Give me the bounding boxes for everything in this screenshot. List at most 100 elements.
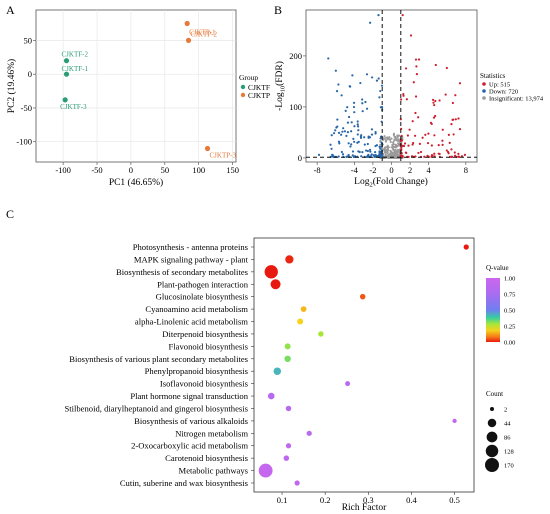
enrichment-bubbles bbox=[258, 244, 469, 486]
volcano-point-up bbox=[434, 99, 437, 103]
volcano-point-down bbox=[358, 150, 361, 154]
volcano-point-up bbox=[409, 34, 413, 37]
volcano-point-up bbox=[430, 144, 433, 147]
count-legend-bubble bbox=[489, 406, 495, 412]
volcano-point-down bbox=[379, 137, 382, 140]
category-label-glucosinolate-biosynthesis: Glucosinolate biosynthesis bbox=[156, 292, 249, 302]
bubble-cutin-suberine-and-wax-biosynthesis bbox=[294, 480, 300, 486]
volcano-point-up bbox=[399, 118, 402, 121]
volcano-point-down bbox=[335, 90, 339, 93]
volcano-point-down bbox=[356, 133, 359, 136]
volcano-x-ticks: -8 -4 -2 0 2 4 8 bbox=[314, 162, 468, 175]
enrichment-x-axis-label: Rich Factor bbox=[342, 503, 387, 513]
category-label-flavonoid-biosynthesis: Flavonoid biosynthesis bbox=[169, 341, 249, 351]
volcano-point-up bbox=[401, 14, 404, 17]
volcano-x-label-main: Log bbox=[354, 177, 370, 187]
volcano-point-insignificant bbox=[386, 138, 390, 141]
volcano-point-up bbox=[407, 144, 410, 147]
volcano-x-tick-label: -4 bbox=[351, 165, 359, 175]
volcano-point-insignificant bbox=[392, 151, 396, 154]
volcano-point-up bbox=[406, 134, 409, 137]
category-label-photosynthesis-antenna-proteins: Photosynthesis - antenna proteins bbox=[133, 242, 249, 252]
volcano-point-up bbox=[414, 58, 418, 61]
volcano-y-tick-label: 200 bbox=[289, 51, 302, 61]
volcano-y-tick-label: 0 bbox=[298, 153, 302, 163]
volcano-legend-swatch-up bbox=[482, 82, 486, 86]
qvalue-legend-title: Q-value bbox=[486, 264, 509, 272]
volcano-point-insignificant bbox=[388, 156, 391, 159]
volcano-point-down bbox=[349, 145, 352, 148]
volcano-point-down bbox=[334, 69, 337, 72]
volcano-point-up bbox=[404, 67, 408, 70]
count-legend-bubble bbox=[485, 444, 499, 458]
volcano-point-insignificant bbox=[392, 141, 395, 144]
volcano-point-up bbox=[434, 114, 437, 118]
pca-point-cjktf-1 bbox=[63, 71, 70, 77]
volcano-y-axis-label: -Log10(FDR) bbox=[274, 61, 287, 111]
pca-legend-swatch-cjktp bbox=[240, 92, 246, 98]
pca-point-label: CJKTP-2 bbox=[191, 30, 218, 38]
volcano-x-tick-label: -8 bbox=[314, 165, 321, 175]
category-label-2-oxocarboxylic-acid-metabolism: 2-Oxocarboxylic acid metabolism bbox=[131, 441, 248, 451]
pca-x-tick-label: -100 bbox=[55, 165, 71, 175]
volcano-legend-label-insignificant: Insignificant: 13,974 bbox=[489, 96, 544, 103]
bubble-alpha-linolenic-acid-metabolism bbox=[297, 318, 304, 325]
count-legend-label: 2 bbox=[504, 407, 507, 414]
volcano-point-up bbox=[447, 152, 450, 155]
volcano-point-down bbox=[338, 142, 341, 145]
volcano-point-up bbox=[433, 152, 436, 155]
qvalue-legend: Q-value 1.00 0.75 0.50 0.25 0.00 bbox=[486, 264, 515, 347]
volcano-point-up bbox=[432, 116, 436, 119]
category-label-carotenoid-biosynthesis: Carotenoid biosynthesis bbox=[165, 453, 248, 463]
volcano-point-down bbox=[370, 153, 373, 156]
volcano-point-insignificant bbox=[397, 138, 400, 141]
volcano-point-insignificant bbox=[383, 135, 386, 138]
volcano-point-insignificant bbox=[386, 136, 389, 139]
qvalue-tick-label: 0.75 bbox=[504, 292, 515, 299]
volcano-point-up bbox=[445, 149, 448, 152]
bubble-plant-pathogen-interaction bbox=[270, 279, 281, 290]
bubble-biosynthesis-of-various-alkaloids bbox=[452, 418, 457, 424]
volcano-point-down bbox=[351, 74, 354, 77]
category-label-biosynthesis-of-various-plant-secondary-metabolites: Biosynthesis of various plant secondary … bbox=[69, 354, 248, 364]
volcano-point-down bbox=[356, 120, 359, 123]
volcano-point-insignificant bbox=[388, 136, 391, 139]
count-legend-label: 170 bbox=[504, 463, 514, 470]
volcano-point-up bbox=[441, 143, 444, 146]
volcano-point-down bbox=[359, 135, 363, 138]
volcano-y-ticks: 200 100 0 bbox=[289, 51, 306, 163]
volcano-point-up bbox=[457, 155, 460, 158]
volcano-point-up bbox=[431, 98, 435, 102]
count-legend-label: 86 bbox=[504, 435, 511, 442]
volcano-point-insignificant bbox=[393, 139, 396, 142]
volcano-point-up bbox=[438, 99, 441, 102]
pca-x-tick-label: 50 bbox=[161, 165, 170, 175]
volcano-point-up bbox=[415, 65, 418, 68]
volcano-point-down bbox=[353, 111, 356, 114]
enrichment-plot-area bbox=[253, 237, 475, 493]
count-legend: Count 2 44 86 128 170 bbox=[485, 390, 514, 472]
volcano-point-down bbox=[369, 150, 372, 153]
bubble-flavonoid-biosynthesis bbox=[284, 343, 291, 350]
volcano-point-down bbox=[378, 150, 381, 154]
pca-chart: -100 -50 0 50 100 150 500-50-100 CJKTF-2CJKTF… bbox=[6, 9, 270, 188]
volcano-legend: Statistics Up: 515 Down: 720 Insignifica… bbox=[480, 72, 544, 103]
enrichment-x-tick-label: 0.3 bbox=[363, 495, 374, 505]
volcano-point-down bbox=[360, 155, 363, 158]
volcano-point-insignificant bbox=[384, 153, 387, 156]
enrichment-x-tick-label: 0.2 bbox=[320, 495, 331, 505]
volcano-point-down bbox=[347, 153, 350, 157]
volcano-point-up bbox=[444, 93, 447, 96]
panel-label-c: C bbox=[6, 207, 14, 221]
pca-x-tick-label: 0 bbox=[129, 165, 133, 175]
volcano-point-down bbox=[341, 153, 345, 156]
volcano-point-up bbox=[432, 101, 435, 104]
volcano-point-up bbox=[405, 98, 408, 101]
volcano-point-insignificant bbox=[384, 139, 388, 142]
volcano-point-down bbox=[345, 134, 348, 137]
volcano-x-label-rest: (Fold Change) bbox=[373, 176, 428, 187]
volcano-point-up bbox=[417, 58, 421, 61]
volcano-point-down bbox=[330, 147, 333, 150]
